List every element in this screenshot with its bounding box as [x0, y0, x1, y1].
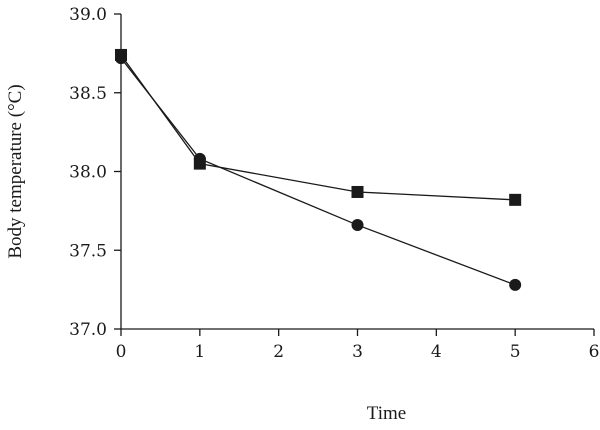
data-point-square — [115, 48, 127, 61]
x-axis-label: Time — [367, 403, 406, 424]
x-tick-label: 1 — [194, 342, 205, 362]
y-tick-label: 38.5 — [69, 84, 107, 104]
y-tick-label: 37.0 — [69, 320, 107, 340]
axes: 0 1 2 3 4 5 6 37.0 37.5 38.0 38.5 39.0 — [69, 5, 599, 362]
data-point-square — [351, 185, 364, 198]
x-tick-label: 5 — [510, 342, 521, 362]
series-line-square — [120, 54, 516, 201]
x-tick-label: 4 — [431, 342, 442, 362]
series-layer — [115, 48, 522, 291]
y-tick-label: 38.0 — [69, 163, 107, 183]
x-tick-label: 3 — [352, 342, 363, 362]
y-tick-label: 37.5 — [69, 241, 107, 261]
series-circle — [115, 52, 522, 291]
data-point-circle — [509, 278, 522, 291]
y-tick-label: 39.0 — [69, 5, 107, 25]
series-line-circle — [120, 57, 516, 286]
series-square — [115, 48, 522, 206]
x-tick-label: 0 — [116, 342, 127, 362]
data-point-square — [193, 157, 206, 170]
data-point-square — [509, 193, 522, 206]
data-point-circle — [351, 219, 364, 232]
x-tick-label: 2 — [273, 342, 284, 362]
y-axis-label: Body temperature (°C) — [5, 84, 26, 258]
x-tick-label: 6 — [589, 342, 600, 362]
